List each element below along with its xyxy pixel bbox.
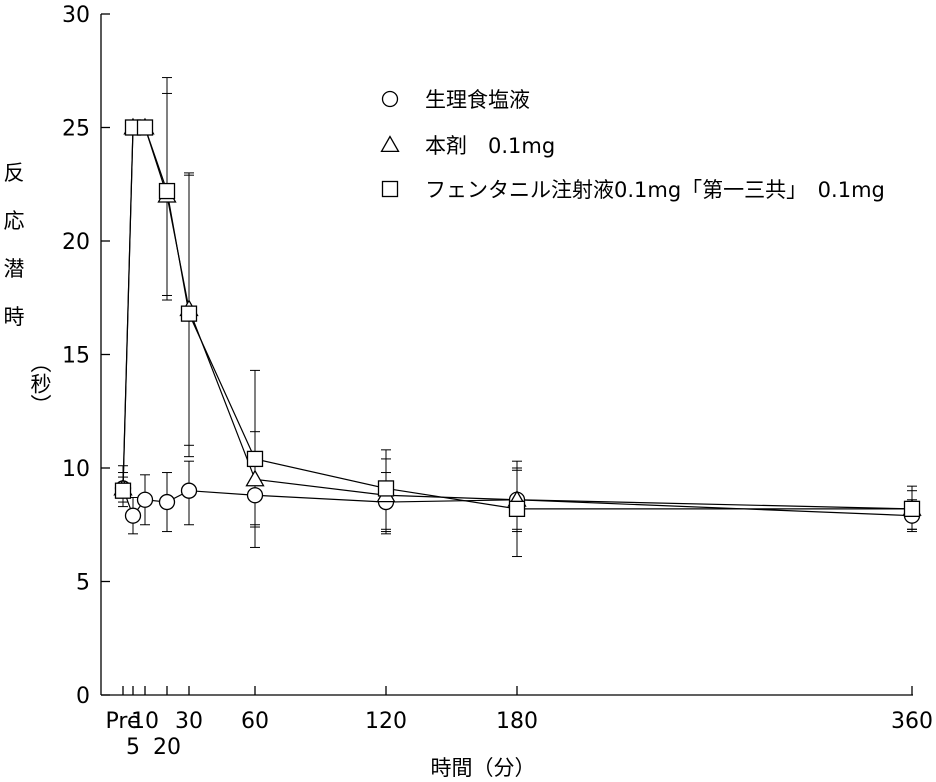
data-point [377,480,395,497]
data-point [246,487,264,504]
data-point [508,500,526,518]
y-tick-label: 0 [76,684,90,709]
y-axis-label-char: 応 [3,209,25,233]
legend-label: 本剤 0.1mg [425,134,555,158]
x-axis-label: 時間（分） [430,756,536,780]
y-tick-label: 10 [62,457,90,482]
legend-marker [381,180,399,198]
data-point [136,119,154,136]
data-point [180,305,198,322]
x-tick-label: 180 [496,709,538,734]
y-axis-label-unit: （秒） [28,352,52,415]
legend-label: 生理食塩液 [425,88,530,112]
markers-square [114,119,921,518]
y-tick-label: 20 [62,230,90,255]
y-tick-label: 25 [62,117,90,142]
legend-marker [380,135,400,153]
x-tick-label: Pre [106,709,141,734]
x-tick-label: 60 [241,709,269,734]
data-point [245,469,265,487]
data-point [136,491,154,508]
x-tick-label: 20 [153,735,181,760]
data-point [114,482,132,499]
y-tick-label: 5 [76,571,90,596]
y-axis-label: 反 応 潜 時 （秒） [0,160,53,432]
data-point [124,507,142,524]
x-tick-label: 30 [175,709,203,734]
x-tick-label: 120 [365,709,407,734]
data-point [158,182,176,200]
legend-label: フェンタニル注射液0.1mg「第一三共」 0.1mg [425,178,885,202]
y-tick-label: 30 [62,3,90,28]
y-axis-label-char: 潜 [3,257,25,281]
data-point [158,493,176,511]
x-tick-label: 5 [126,735,140,760]
y-axis-label-char: 反 [3,161,25,185]
data-point [246,450,264,468]
y-axis-label-char: 時 [3,305,25,329]
data-point [903,500,921,518]
series-layer [113,77,922,558]
x-tick-label: 360 [891,709,933,734]
data-point [180,482,198,499]
x-tick-label: 10 [131,709,159,734]
y-tick-label: 15 [62,344,90,369]
legend-marker [381,90,399,108]
